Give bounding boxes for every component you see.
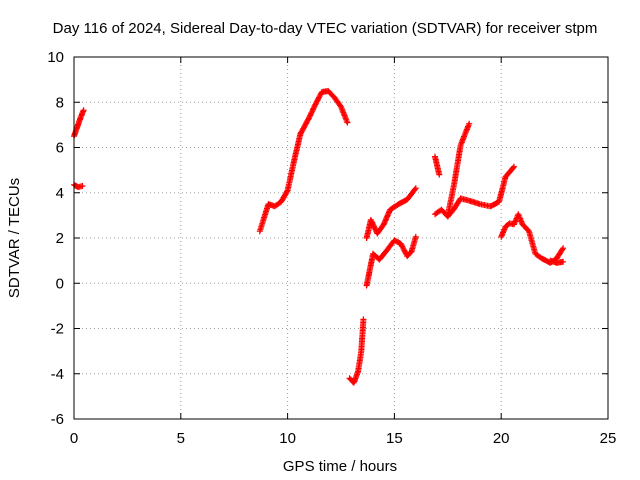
y-tick-label: 10 <box>47 49 64 66</box>
grid-lines <box>74 57 608 419</box>
x-tick-label: 25 <box>600 430 617 447</box>
series-seg8 <box>432 163 517 220</box>
x-tick-label: 5 <box>177 430 185 447</box>
y-tick-label: 4 <box>56 185 64 202</box>
series-seg1 <box>71 107 87 140</box>
series-seg9 <box>444 120 473 219</box>
y-tick-label: 6 <box>56 140 64 157</box>
x-tick-label: 20 <box>493 430 510 447</box>
plus-markers <box>256 87 351 235</box>
series-seg2 <box>71 181 86 191</box>
plus-markers <box>71 181 86 191</box>
x-axis-label: GPS time / hours <box>283 458 397 475</box>
series-seg6 <box>363 185 419 241</box>
chart-title: Day 116 of 2024, Sidereal Day-to-day VTE… <box>53 20 598 37</box>
y-axis-label: SDTVAR / TECUs <box>6 178 23 298</box>
y-tick-label: -6 <box>51 411 64 428</box>
plus-markers <box>432 153 443 178</box>
plus-markers <box>432 163 517 220</box>
y-tick-labels: -6 -4 -2 0 2 4 6 8 10 <box>47 49 64 428</box>
plus-markers <box>498 211 567 266</box>
y-tick-label: -4 <box>51 366 64 383</box>
y-tick-label: 8 <box>56 94 64 111</box>
y-tick-label: 2 <box>56 230 64 247</box>
x-tick-label: 10 <box>279 430 296 447</box>
plus-markers <box>71 107 87 140</box>
y-tick-label: -2 <box>51 321 64 338</box>
series-seg7 <box>432 153 443 178</box>
plus-markers <box>363 185 419 241</box>
x-tick-label: 15 <box>386 430 403 447</box>
x-tick-label: 0 <box>70 430 78 447</box>
plus-markers <box>346 316 367 386</box>
series-seg10 <box>498 211 567 266</box>
plus-markers <box>444 120 473 219</box>
series-seg3 <box>256 87 351 235</box>
series-seg4 <box>346 316 367 386</box>
plus-markers <box>547 257 567 266</box>
plot-frame <box>73 56 609 420</box>
x-tick-labels: 0 5 10 15 20 25 <box>70 430 617 447</box>
data-series <box>71 87 567 386</box>
plus-markers <box>363 233 419 289</box>
series-seg11 <box>547 257 567 266</box>
y-tick-label: 0 <box>56 275 64 292</box>
series-seg5 <box>363 233 419 289</box>
